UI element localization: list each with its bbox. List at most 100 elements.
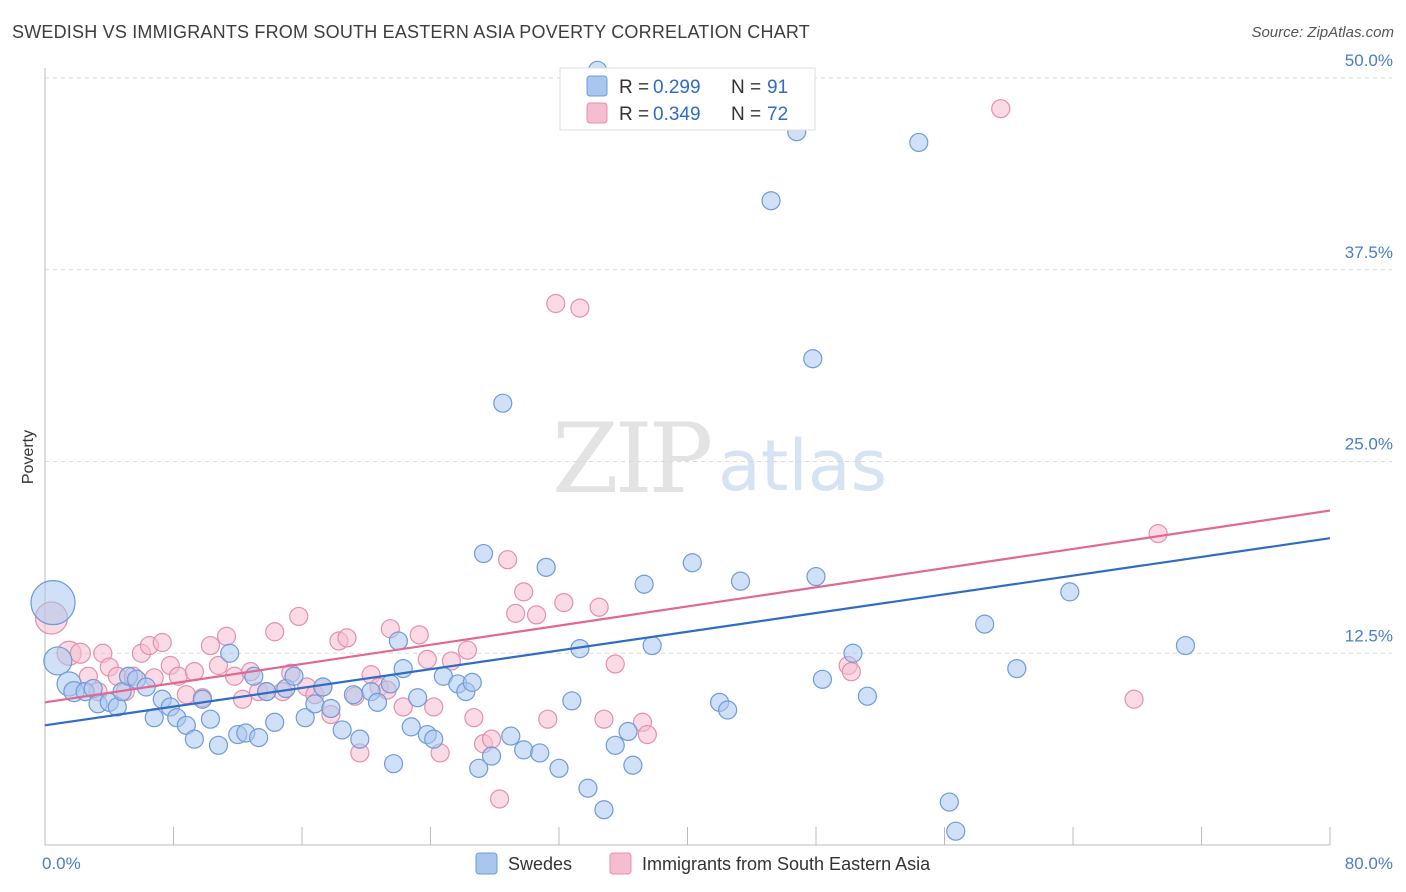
immigrants-point-59 bbox=[546, 293, 566, 314]
swedes-point-78 bbox=[812, 669, 833, 689]
swedes-point-53 bbox=[473, 543, 494, 564]
bottom-legend-label-immigrants: Immigrants from South Eastern Asia bbox=[642, 854, 931, 874]
swedes-point-70 bbox=[682, 553, 702, 573]
watermark-zip: ZIP bbox=[552, 403, 711, 515]
swedes-point-81 bbox=[909, 132, 929, 153]
swedes-point-85 bbox=[1007, 658, 1027, 679]
swedes-point-58 bbox=[530, 743, 550, 763]
immigrants-point-70 bbox=[1148, 523, 1168, 544]
immigrants-point-49 bbox=[457, 640, 478, 660]
series-legend: Swedes Immigrants from South Eastern Asi… bbox=[475, 852, 931, 875]
swedes-point-86 bbox=[1060, 582, 1080, 602]
swedes-point-18 bbox=[184, 729, 204, 749]
immigrants-point-64 bbox=[605, 654, 625, 674]
x-tick-label-min: 0.0% bbox=[42, 854, 81, 873]
immigrants-point-19 bbox=[200, 635, 221, 656]
swedes-point-22 bbox=[220, 643, 240, 663]
chart-title: SWEDISH VS IMMIGRANTS FROM SOUTH EASTERN… bbox=[12, 22, 810, 42]
swedes-point-39 bbox=[367, 692, 388, 712]
immigrants-point-55 bbox=[506, 603, 526, 623]
legend-n-label-swedes: N = bbox=[731, 77, 761, 98]
swedes-point-20 bbox=[200, 709, 221, 729]
swedes-point-41 bbox=[383, 754, 404, 774]
x-tick-label-max: 80.0% bbox=[1345, 854, 1393, 873]
chart-source: Source: ZipAtlas.com bbox=[1251, 24, 1394, 41]
legend-r-label-immigrants: R = bbox=[619, 104, 649, 125]
swedes-point-51 bbox=[462, 672, 482, 692]
swedes-point-69 bbox=[642, 635, 662, 656]
swedes-point-31 bbox=[295, 708, 315, 728]
y-tick-label-1: 25.0% bbox=[1345, 435, 1393, 454]
immigrants-point-68 bbox=[991, 99, 1011, 119]
immigrants-point-60 bbox=[554, 593, 574, 613]
swedes-point-45 bbox=[408, 688, 428, 708]
immigrants-point-62 bbox=[589, 597, 609, 617]
swedes-point-65 bbox=[605, 735, 625, 755]
legend-r-value-immigrants: 0.349 bbox=[653, 104, 701, 125]
swedes-point-74 bbox=[761, 191, 781, 211]
immigrants-point-69 bbox=[1124, 689, 1144, 709]
swedes-point-26 bbox=[249, 728, 269, 748]
stats-legend: R = 0.299 N = 91 R = 0.349 N = 72 bbox=[559, 67, 816, 131]
swedes-point-72 bbox=[718, 700, 738, 720]
immigrants-point-22 bbox=[224, 666, 245, 686]
legend-swatch-swedes bbox=[586, 75, 608, 97]
legend-n-value-swedes: 91 bbox=[767, 77, 788, 98]
swedes-point-36 bbox=[343, 685, 363, 705]
swedes-point-63 bbox=[578, 778, 598, 798]
y-tick-label-0: 12.5% bbox=[1345, 626, 1393, 645]
immigrants-point-20 bbox=[208, 655, 229, 676]
swedes-point-52 bbox=[469, 758, 489, 778]
immigrants-point-53 bbox=[489, 789, 510, 809]
immigrants-point-43 bbox=[393, 697, 413, 717]
immigrants-point-30 bbox=[289, 606, 309, 627]
bottom-legend-swatch-swedes bbox=[475, 852, 498, 875]
swedes-point-19 bbox=[192, 689, 213, 709]
swedes-point-37 bbox=[350, 729, 370, 749]
immigrants-point-13 bbox=[152, 632, 172, 653]
swedes-point-32 bbox=[305, 694, 325, 714]
swedes-point-80 bbox=[857, 686, 878, 706]
swedes-point-84 bbox=[975, 614, 995, 634]
legend-r-value-swedes: 0.299 bbox=[653, 77, 701, 98]
immigrants-point-2 bbox=[69, 642, 91, 664]
x-axis-ticks bbox=[44, 827, 1331, 845]
immigrants-point-17 bbox=[184, 662, 204, 682]
immigrants-point-52 bbox=[481, 729, 502, 749]
immigrants-point-58 bbox=[538, 709, 558, 729]
immigrants-point-21 bbox=[216, 626, 237, 646]
swedes-point-82 bbox=[939, 792, 959, 812]
swedes-point-67 bbox=[623, 755, 643, 775]
swedes-point-56 bbox=[501, 726, 521, 746]
swedes-point-68 bbox=[634, 574, 654, 594]
swedes-point-61 bbox=[562, 691, 582, 711]
swedes-point-87 bbox=[1175, 635, 1196, 656]
immigrants-point-46 bbox=[424, 697, 444, 717]
immigrants-point-44 bbox=[409, 625, 429, 645]
swedes-trend-line bbox=[44, 537, 1331, 727]
swedes-point-54 bbox=[481, 746, 502, 766]
swedes-point-34 bbox=[321, 698, 341, 719]
immigrants-point-50 bbox=[464, 708, 484, 728]
swedes-point-55 bbox=[493, 393, 513, 413]
grid-lines: 12.5% 25.0% 37.5% 50.0% bbox=[45, 51, 1393, 654]
immigrants-point-45 bbox=[417, 649, 437, 669]
watermark: ZIP atlas bbox=[552, 403, 887, 515]
immigrants-point-57 bbox=[526, 605, 547, 625]
immigrants-point-63 bbox=[594, 709, 614, 729]
immigrants-point-56 bbox=[514, 582, 534, 602]
swedes-point-73 bbox=[730, 571, 751, 591]
y-axis-label: Poverty bbox=[20, 430, 37, 484]
bottom-legend-swatch-immigrants bbox=[609, 852, 632, 875]
swedes-point-1 bbox=[43, 646, 73, 676]
immigrants-point-36 bbox=[337, 628, 357, 648]
swedes-point-77 bbox=[806, 566, 826, 587]
immigrants-point-61 bbox=[570, 298, 590, 318]
legend-swatch-immigrants bbox=[586, 102, 608, 124]
swedes-point-76 bbox=[803, 349, 823, 369]
swedes-point-28 bbox=[265, 712, 285, 732]
watermark-atlas: atlas bbox=[718, 425, 887, 507]
swedes-point-30 bbox=[284, 666, 304, 686]
swedes-point-42 bbox=[388, 631, 408, 651]
